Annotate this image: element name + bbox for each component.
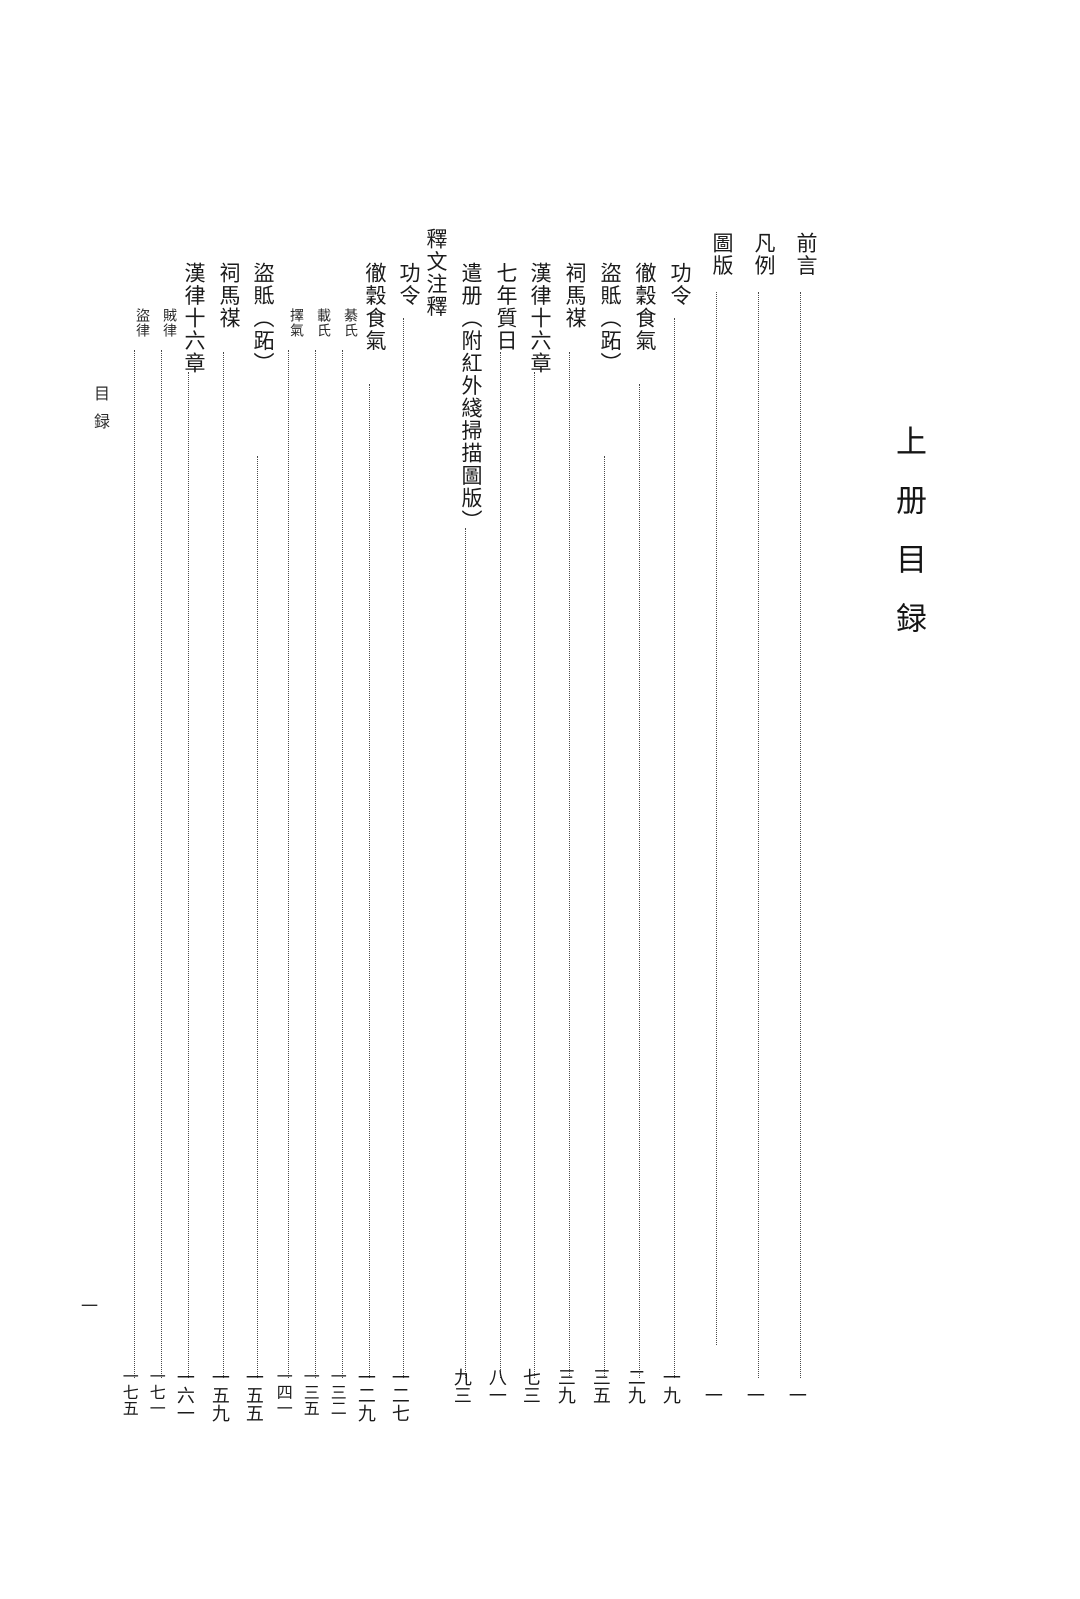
toc-entry-label: 綦氏 bbox=[342, 308, 358, 338]
toc-leader-dots bbox=[716, 292, 717, 1345]
toc-entry[interactable]: 盜貾（跖） bbox=[590, 262, 622, 375]
toc-leader-dots bbox=[800, 292, 801, 1378]
toc-entry[interactable]: 盜貾（跖） bbox=[243, 262, 275, 375]
toc-entry-label: 盜律 bbox=[134, 308, 150, 338]
folio-number: 一 bbox=[77, 1297, 97, 1314]
toc-leader-dots bbox=[604, 456, 605, 1378]
toc-entry-page-number: 九三 bbox=[450, 1368, 472, 1404]
toc-entry-label: 凡例 bbox=[752, 232, 776, 277]
toc-entry-page-number: 一三二 bbox=[327, 1368, 347, 1416]
toc-leader-dots bbox=[188, 372, 189, 1378]
toc-entry-page-number: 一 bbox=[785, 1386, 807, 1404]
toc-entry[interactable]: 漢律十六章 bbox=[520, 262, 552, 375]
toc-entry-label: 盜貾（跖） bbox=[598, 262, 622, 375]
toc-entry-page-number: 一 bbox=[743, 1386, 765, 1404]
toc-entry-label: 祠馬禖 bbox=[563, 262, 587, 330]
toc-entry-page-number: 八一 bbox=[485, 1368, 507, 1404]
toc-entry-label: 釋文注釋 bbox=[424, 228, 448, 318]
toc-entry-page-number: 一九 bbox=[659, 1368, 681, 1404]
toc-leader-dots bbox=[134, 350, 135, 1378]
toc-entry[interactable]: 功令 bbox=[389, 262, 421, 307]
toc-entry-page-number: 一五九 bbox=[208, 1368, 230, 1422]
toc-entry-page-number: 二九 bbox=[624, 1368, 646, 1404]
toc-entry[interactable]: 祠馬禖 bbox=[209, 262, 241, 330]
running-head: 目録 bbox=[91, 385, 110, 441]
toc-entry[interactable]: 前言 bbox=[786, 232, 818, 277]
toc-entry[interactable]: 功令 bbox=[660, 262, 692, 307]
toc-leader-dots bbox=[369, 384, 370, 1378]
toc-entry[interactable]: 凡例 bbox=[744, 232, 776, 277]
toc-entry[interactable]: 載氏 bbox=[301, 308, 331, 338]
toc-leader-dots bbox=[342, 350, 343, 1378]
toc-entry-page-number: 七三 bbox=[519, 1368, 541, 1404]
toc-entry-label: 功令 bbox=[397, 262, 421, 307]
toc-entry[interactable]: 釋文注釋 bbox=[416, 228, 448, 318]
toc-entry-label: 圖版 bbox=[710, 232, 734, 277]
toc-leader-dots bbox=[465, 528, 466, 1378]
toc-leader-dots bbox=[639, 384, 640, 1378]
toc-entry[interactable]: 擇氣 bbox=[274, 308, 304, 338]
toc-entry-label: 前言 bbox=[794, 232, 818, 277]
toc-entry[interactable]: 徹穀食氣 bbox=[625, 262, 657, 352]
toc-leader-dots bbox=[288, 350, 289, 1378]
toc-entry-label: 載氏 bbox=[315, 308, 331, 338]
toc-leader-dots bbox=[674, 318, 675, 1378]
toc-entry[interactable]: 祠馬禖 bbox=[555, 262, 587, 330]
toc-leader-dots bbox=[534, 372, 535, 1378]
toc-leader-dots bbox=[315, 350, 316, 1378]
toc-leader-dots bbox=[569, 352, 570, 1378]
toc-entry-page-number: 一二七 bbox=[388, 1368, 410, 1422]
toc-entry-label: 盜貾（跖） bbox=[251, 262, 275, 375]
toc-entry-page-number: 一二九 bbox=[354, 1368, 376, 1422]
toc-entry[interactable]: 盜律 bbox=[120, 308, 150, 338]
toc-entry[interactable]: 圖版 bbox=[702, 232, 734, 277]
page-title: 上册目録 bbox=[890, 425, 926, 661]
toc-leader-dots bbox=[161, 350, 162, 1378]
toc-entry-page-number: 一六一 bbox=[173, 1368, 195, 1422]
toc-entry-label: 漢律十六章 bbox=[182, 262, 206, 375]
toc-leader-dots bbox=[223, 352, 224, 1378]
toc-entry-page-number: 一三五 bbox=[300, 1368, 320, 1416]
toc-entry-label: 功令 bbox=[668, 262, 692, 307]
toc-entry[interactable]: 遣册（附紅外綫掃描圖版） bbox=[451, 262, 483, 532]
toc-entry[interactable]: 徹穀食氣 bbox=[355, 262, 387, 352]
toc-entry[interactable]: 綦氏 bbox=[328, 308, 358, 338]
toc-entry-page-number: 三九 bbox=[554, 1368, 576, 1404]
toc-entry[interactable]: 漢律十六章 bbox=[174, 262, 206, 375]
toc-entry-label: 遣册（附紅外綫掃描圖版） bbox=[459, 262, 483, 532]
toc-entry-label: 賊律 bbox=[161, 308, 177, 338]
toc-entry-label: 漢律十六章 bbox=[528, 262, 552, 375]
toc-entry-page-number: 三五 bbox=[589, 1368, 611, 1404]
toc-leader-dots bbox=[758, 292, 759, 1378]
toc-entry[interactable]: 賊律 bbox=[147, 308, 177, 338]
toc-entry-label: 徹穀食氣 bbox=[363, 262, 387, 352]
toc-entry-label: 七年質日 bbox=[494, 262, 518, 352]
toc-entry-label: 徹穀食氣 bbox=[633, 262, 657, 352]
toc-entry-label: 擇氣 bbox=[288, 308, 304, 338]
toc-entry-page-number: 一四一 bbox=[273, 1368, 293, 1416]
toc-entry-page-number: 一七一 bbox=[146, 1368, 166, 1416]
toc-entry-page-number: 一七五 bbox=[119, 1368, 139, 1416]
toc-leader-dots bbox=[403, 318, 404, 1378]
toc-leader-dots bbox=[257, 456, 258, 1378]
toc-entry[interactable]: 七年質日 bbox=[486, 262, 518, 352]
toc-leader-dots bbox=[500, 352, 501, 1378]
toc-entry-page-number: 一 bbox=[701, 1386, 723, 1404]
toc-entry-label: 祠馬禖 bbox=[217, 262, 241, 330]
toc-entry-page-number: 一五五 bbox=[242, 1368, 264, 1422]
